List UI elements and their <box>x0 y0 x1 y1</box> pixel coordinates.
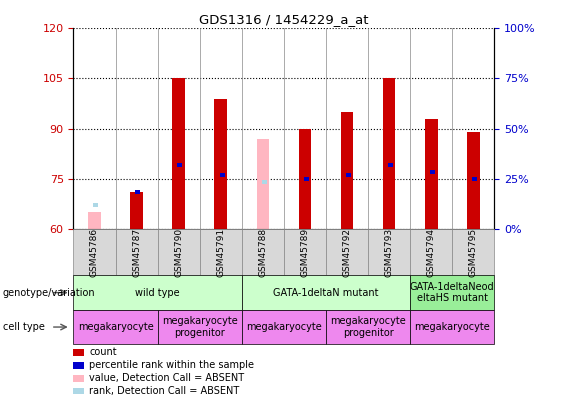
Text: GATA-1deltaNeod
eltaHS mutant: GATA-1deltaNeod eltaHS mutant <box>410 282 494 303</box>
Text: megakaryocyte
progenitor: megakaryocyte progenitor <box>330 316 406 338</box>
Text: value, Detection Call = ABSENT: value, Detection Call = ABSENT <box>89 373 245 383</box>
Bar <box>472 177 477 181</box>
Text: GSM45791: GSM45791 <box>216 228 225 277</box>
Bar <box>299 129 311 229</box>
Bar <box>93 203 98 207</box>
Text: megakaryocyte: megakaryocyte <box>246 322 322 332</box>
Text: GSM45793: GSM45793 <box>385 228 394 277</box>
Text: GATA-1deltaN mutant: GATA-1deltaN mutant <box>273 288 379 298</box>
Text: megakaryocyte: megakaryocyte <box>77 322 154 332</box>
Bar <box>304 177 308 181</box>
Text: GSM45790: GSM45790 <box>174 228 183 277</box>
Text: GSM45789: GSM45789 <box>301 228 310 277</box>
Bar <box>383 79 396 229</box>
Text: GSM45795: GSM45795 <box>469 228 478 277</box>
Text: rank, Detection Call = ABSENT: rank, Detection Call = ABSENT <box>89 386 240 396</box>
Text: GSM45792: GSM45792 <box>342 228 351 277</box>
Bar <box>262 180 267 184</box>
Bar <box>220 173 224 177</box>
Text: megakaryocyte: megakaryocyte <box>414 322 490 332</box>
Text: cell type: cell type <box>3 322 45 332</box>
Text: genotype/variation: genotype/variation <box>3 288 95 298</box>
Text: wild type: wild type <box>136 288 180 298</box>
Text: GSM45794: GSM45794 <box>427 228 436 277</box>
Text: GSM45786: GSM45786 <box>90 228 99 277</box>
Bar <box>177 163 182 167</box>
Bar <box>346 173 351 177</box>
Bar <box>257 139 269 229</box>
Bar <box>131 192 143 229</box>
Title: GDS1316 / 1454229_a_at: GDS1316 / 1454229_a_at <box>199 13 369 26</box>
Bar <box>425 119 437 229</box>
Text: megakaryocyte
progenitor: megakaryocyte progenitor <box>162 316 238 338</box>
Bar <box>88 212 101 229</box>
Text: GSM45787: GSM45787 <box>132 228 141 277</box>
Bar <box>388 163 393 167</box>
Bar <box>430 170 435 174</box>
Bar <box>341 112 353 229</box>
Bar <box>215 98 227 229</box>
Bar <box>172 79 185 229</box>
Bar <box>136 190 140 194</box>
Text: GSM45788: GSM45788 <box>258 228 267 277</box>
Text: percentile rank within the sample: percentile rank within the sample <box>89 360 254 370</box>
Text: count: count <box>89 347 117 357</box>
Bar <box>467 132 480 229</box>
